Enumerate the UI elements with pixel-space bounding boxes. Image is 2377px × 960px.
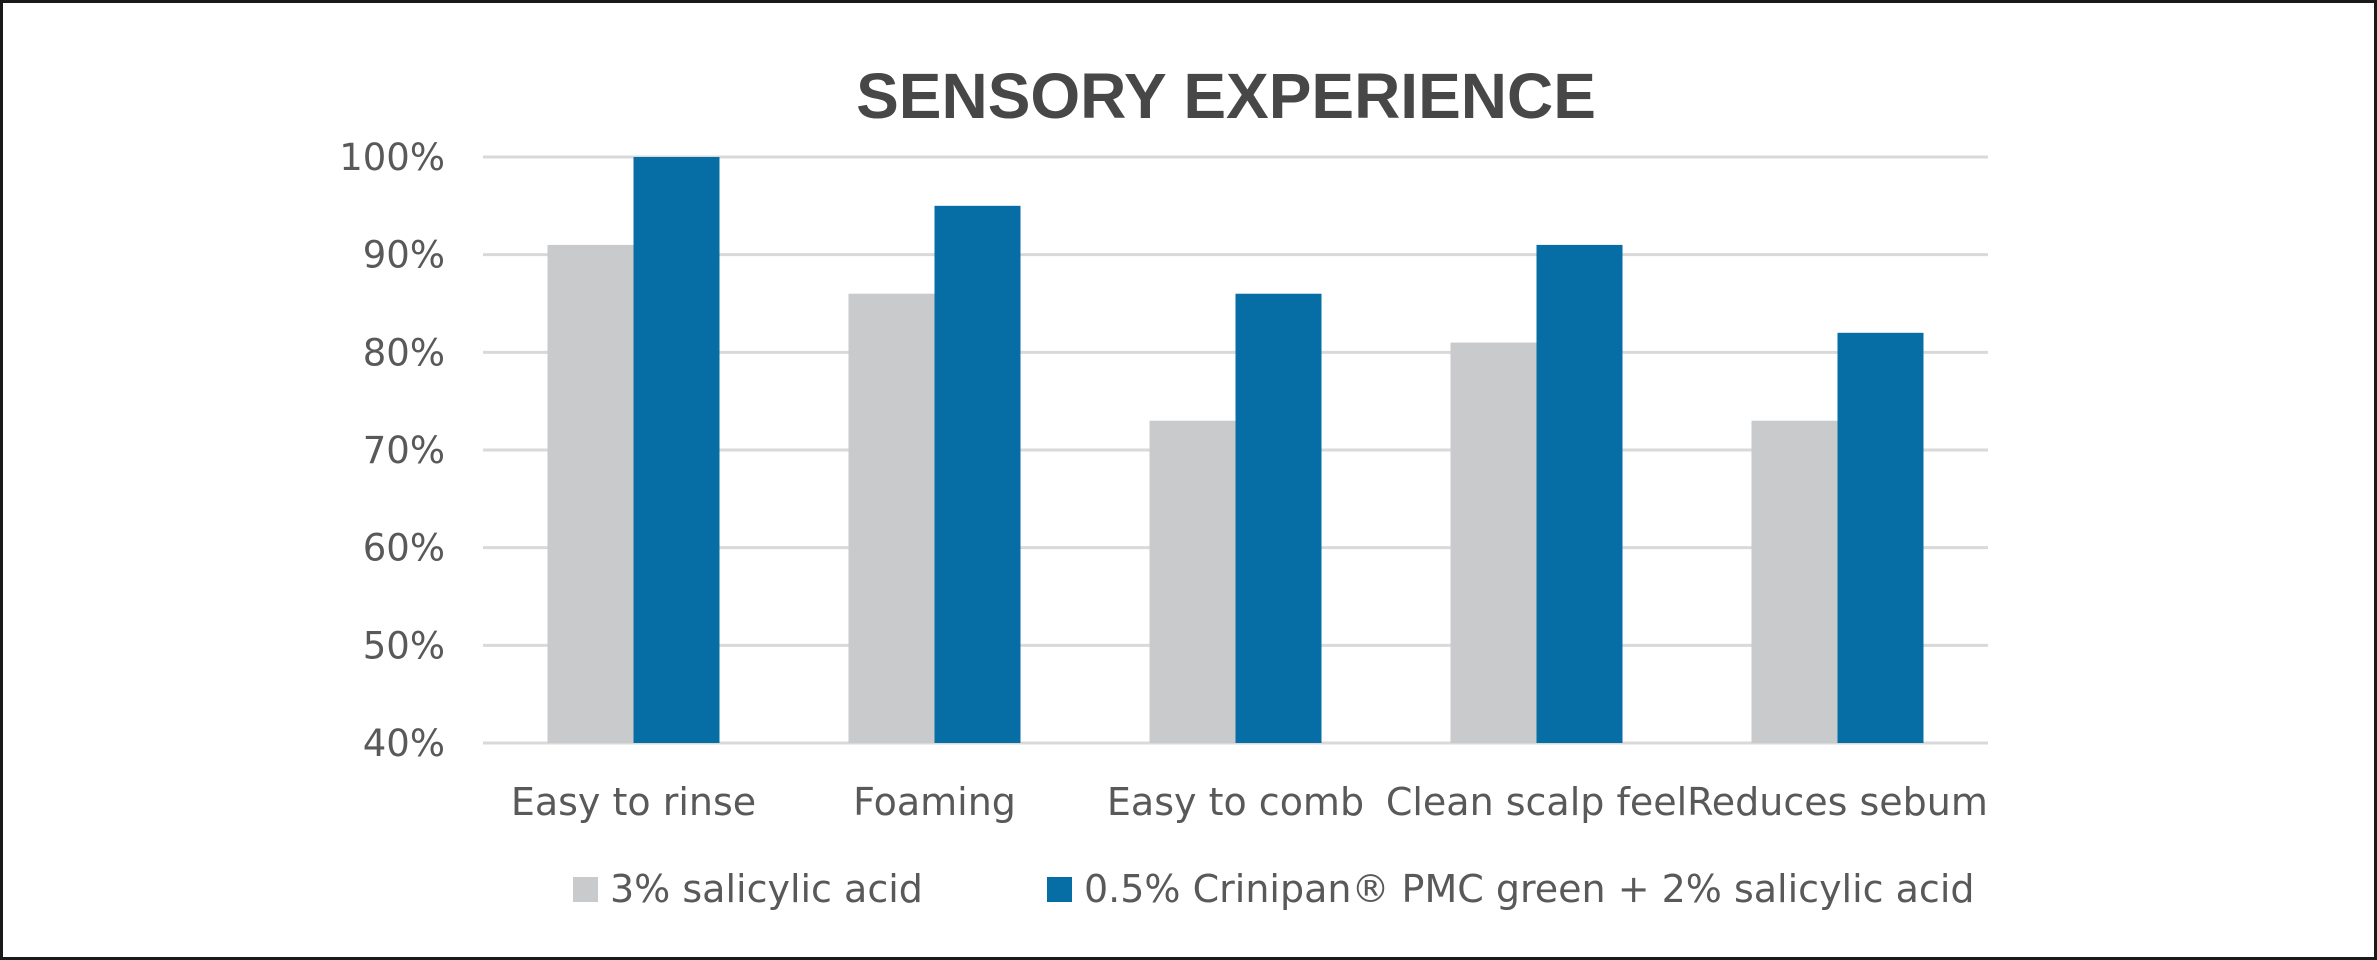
bars	[547, 157, 1924, 744]
bar-crinipan-3	[1235, 293, 1322, 743]
y-tick-label: 80%	[363, 331, 445, 374]
x-axis-categories: Easy to rinse Foaming Easy to comb Clean sc…	[511, 780, 1988, 824]
bar-salicylic-acid-4	[1450, 342, 1537, 743]
y-tick-label: 40%	[363, 722, 445, 765]
chart-title: SENSORY EXPERIENCE	[856, 60, 1596, 132]
y-tick-label: 60%	[363, 527, 445, 570]
bar-crinipan-2	[934, 205, 1021, 744]
x-category-label: Reduces sebum	[1687, 780, 1988, 824]
bar-salicylic-acid-5	[1751, 420, 1838, 743]
bar-chart: SENSORY EXPERIENCE 40% 50% 60% 70% 80% 90% 100…	[339, 60, 1988, 911]
x-category-label: Easy to comb	[1107, 780, 1364, 824]
bar-crinipan-5	[1837, 332, 1924, 743]
bar-crinipan-4	[1536, 244, 1623, 743]
bar-salicylic-acid-1	[547, 244, 634, 743]
y-axis-ticks: 40% 50% 60% 70% 80% 90% 100%	[339, 136, 445, 765]
y-tick-label: 70%	[363, 429, 445, 472]
legend-swatch	[1047, 877, 1072, 902]
legend-label: 0.5% Crinipan® PMC green + 2% salicylic …	[1084, 867, 1975, 911]
legend: 3% salicylic acid 0.5% Crinipan® PMC gree…	[573, 867, 1975, 911]
x-category-label: Easy to rinse	[511, 780, 756, 824]
y-tick-label: 50%	[363, 624, 445, 667]
y-tick-label: 100%	[339, 136, 445, 179]
bar-salicylic-acid-3	[1149, 420, 1236, 743]
legend-swatch	[573, 877, 598, 902]
y-tick-label: 90%	[363, 234, 445, 277]
legend-label: 3% salicylic acid	[610, 867, 923, 911]
bar-salicylic-acid-2	[848, 293, 935, 743]
bar-crinipan-1	[633, 157, 720, 743]
x-category-label: Clean scalp feel	[1386, 780, 1687, 824]
x-category-label: Foaming	[853, 780, 1016, 824]
